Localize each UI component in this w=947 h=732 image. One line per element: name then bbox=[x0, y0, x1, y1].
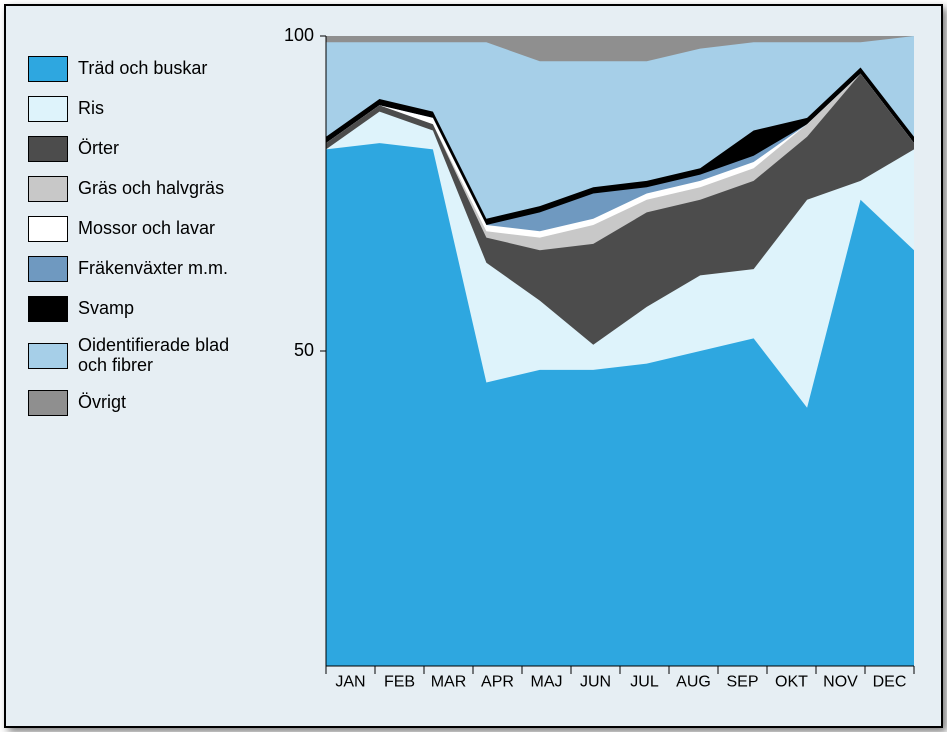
legend-item: Oidentifierade bladoch fibrer bbox=[28, 336, 229, 376]
x-tick-label: DEC bbox=[873, 673, 907, 690]
legend: Träd och buskar Ris Örter Gräs och halvgräs… bbox=[28, 56, 229, 430]
legend-item: Ris bbox=[28, 96, 229, 122]
legend-swatch bbox=[28, 96, 68, 122]
plot-area: 50100JANFEBMARAPRMAJJUNJULAUGSEPOKTNOVDE… bbox=[326, 36, 914, 666]
legend-item: Örter bbox=[28, 136, 229, 162]
legend-item: Svamp bbox=[28, 296, 229, 322]
legend-label: Mossor och lavar bbox=[78, 219, 215, 239]
legend-swatch bbox=[28, 390, 68, 416]
y-tick-label: 100 bbox=[284, 25, 314, 45]
legend-swatch bbox=[28, 256, 68, 282]
legend-label: Träd och buskar bbox=[78, 59, 207, 79]
x-tick-label: JAN bbox=[335, 673, 365, 690]
x-tick-label: MAR bbox=[431, 673, 467, 690]
legend-item: Träd och buskar bbox=[28, 56, 229, 82]
legend-swatch bbox=[28, 56, 68, 82]
legend-item: Fräkenväxter m.m. bbox=[28, 256, 229, 282]
x-tick-label: SEP bbox=[726, 673, 758, 690]
x-tick-label: OKT bbox=[775, 673, 808, 690]
x-tick-label: JUN bbox=[580, 673, 611, 690]
legend-item: Övrigt bbox=[28, 390, 229, 416]
legend-swatch bbox=[28, 136, 68, 162]
x-tick-label: MAJ bbox=[531, 673, 563, 690]
legend-swatch bbox=[28, 176, 68, 202]
legend-swatch bbox=[28, 216, 68, 242]
x-tick-label: FEB bbox=[384, 673, 415, 690]
legend-swatch bbox=[28, 343, 68, 369]
legend-label: Övrigt bbox=[78, 393, 126, 413]
legend-label: Svamp bbox=[78, 299, 134, 319]
legend-item: Gräs och halvgräs bbox=[28, 176, 229, 202]
area-chart-svg: 50100JANFEBMARAPRMAJJUNJULAUGSEPOKTNOVDE… bbox=[326, 36, 914, 666]
x-tick-label: JUL bbox=[630, 673, 659, 690]
legend-label: Oidentifierade bladoch fibrer bbox=[78, 336, 229, 376]
x-tick-label: APR bbox=[481, 673, 514, 690]
y-tick-label: 50 bbox=[294, 340, 314, 360]
legend-label: Ris bbox=[78, 99, 104, 119]
x-tick-label: AUG bbox=[676, 673, 711, 690]
legend-label: Fräkenväxter m.m. bbox=[78, 259, 228, 279]
chart-frame: Träd och buskar Ris Örter Gräs och halvgräs… bbox=[4, 4, 943, 728]
legend-label: Gräs och halvgräs bbox=[78, 179, 224, 199]
legend-item: Mossor och lavar bbox=[28, 216, 229, 242]
x-tick-label: NOV bbox=[823, 673, 858, 690]
legend-label: Örter bbox=[78, 139, 119, 159]
legend-swatch bbox=[28, 296, 68, 322]
